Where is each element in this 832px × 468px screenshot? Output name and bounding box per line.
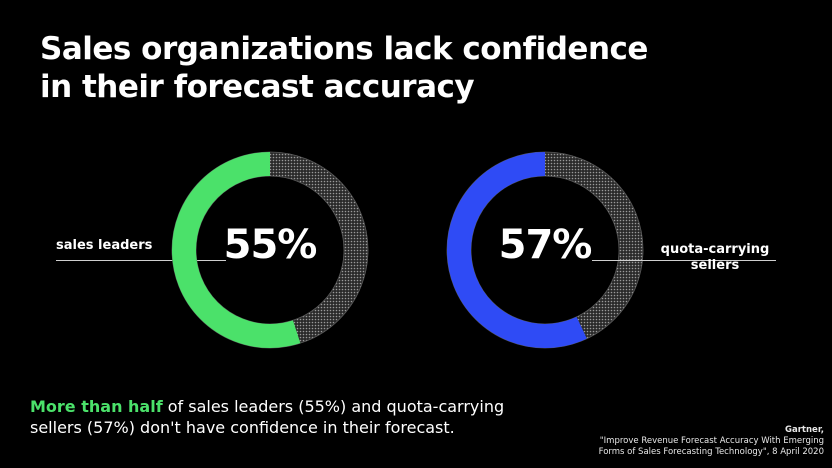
summary-text: More than half of sales leaders (55%) an… [30,396,550,438]
quota-sellers-label: quota-carrying sellers [655,242,775,274]
source-line-1: "Improve Revenue Forecast Accuracy With … [599,436,824,446]
quota-sellers-value-arc [447,152,643,348]
sales-leaders-percentage: 55% [223,222,318,268]
source-citation: Gartner, "Improve Revenue Forecast Accur… [524,425,824,458]
quota-sellers-label-line-1: quota-carrying [660,242,770,257]
sales-leaders-value-arc [172,152,368,348]
source-line-2: Forms of Sales Forecasting Technology", … [598,447,824,457]
source-org: Gartner, [785,425,824,435]
quota-sellers-percentage: 57% [498,222,593,268]
donut-svg-sales-leaders [171,151,369,349]
sales-leaders-leader-line [56,260,226,261]
sales-leaders-label: sales leaders [56,238,152,254]
title-line-1: Sales organizations lack confidence [40,31,648,67]
donut-chart-sales-leaders: 55% [170,150,370,350]
page-title: Sales organizations lack confidence in t… [40,30,680,106]
donut-svg-quota-sellers [446,151,644,349]
donut-chart-quota-sellers: 57% [445,150,645,350]
title-line-2: in their forecast accuracy [40,69,475,105]
quota-sellers-leader-line [592,260,776,261]
summary-line-2: sellers (57%) don't have confidence in t… [30,418,455,437]
quota-sellers-label-line-2: sellers [690,258,740,273]
summary-line-1: of sales leaders (55%) and quota-carryin… [162,397,505,416]
summary-highlight: More than half [30,397,163,416]
sales-leaders-label-text: sales leaders [56,238,153,253]
